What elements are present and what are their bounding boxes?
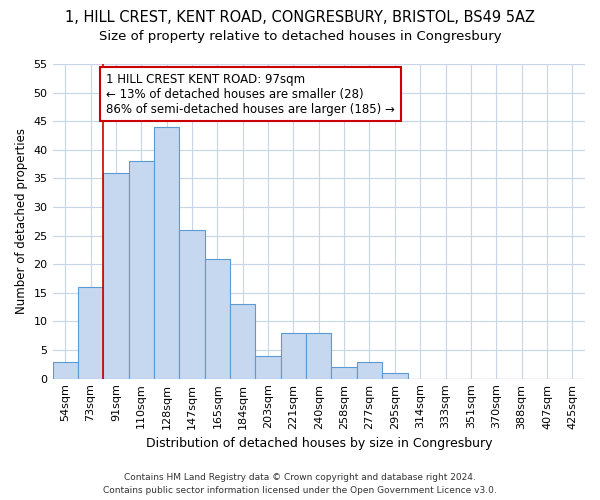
Bar (78, 287, 103, 378)
Text: Size of property relative to detached houses in Congresbury: Size of property relative to detached ho… (98, 30, 502, 43)
Bar (331, 367, 357, 378)
Bar (128, 162, 154, 378)
Bar (382, 373, 407, 378)
Bar (103, 172, 128, 378)
Bar (179, 230, 205, 378)
Text: 1, HILL CREST, KENT ROAD, CONGRESBURY, BRISTOL, BS49 5AZ: 1, HILL CREST, KENT ROAD, CONGRESBURY, B… (65, 10, 535, 25)
X-axis label: Distribution of detached houses by size in Congresbury: Distribution of detached houses by size … (146, 437, 492, 450)
Bar (306, 333, 331, 378)
Text: Contains HM Land Registry data © Crown copyright and database right 2024.
Contai: Contains HM Land Registry data © Crown c… (103, 474, 497, 495)
Bar (281, 333, 306, 378)
Bar (256, 356, 281, 378)
Bar (230, 304, 256, 378)
Bar (357, 362, 382, 378)
Bar (154, 127, 179, 378)
Bar (53, 362, 78, 378)
Y-axis label: Number of detached properties: Number of detached properties (15, 128, 28, 314)
Bar (205, 258, 230, 378)
Text: 1 HILL CREST KENT ROAD: 97sqm
← 13% of detached houses are smaller (28)
86% of s: 1 HILL CREST KENT ROAD: 97sqm ← 13% of d… (106, 72, 395, 116)
